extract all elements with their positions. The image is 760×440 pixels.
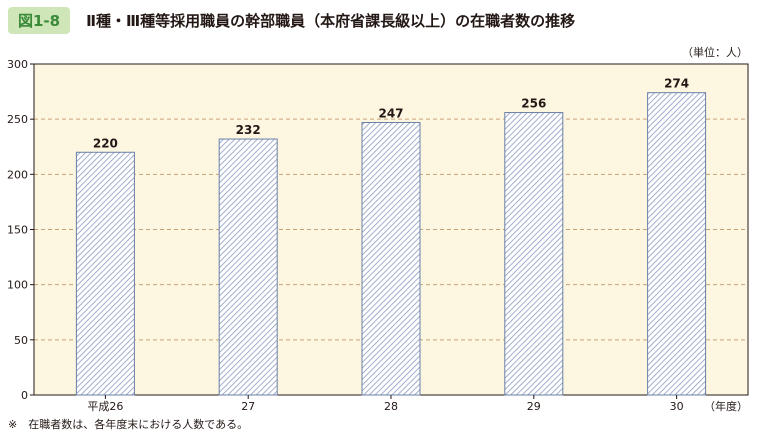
bar (504, 112, 564, 396)
figure-number-badge: 図1-8 (8, 6, 71, 34)
y-tick-label: 300 (7, 58, 28, 71)
figure-title: Ⅱ種・Ⅲ種等採用職員の幹部職員（本府省課長級以上）の在職者数の推移 (86, 11, 576, 30)
figure-header: 図1-8 Ⅱ種・Ⅲ種等採用職員の幹部職員（本府省課長級以上）の在職者数の推移 (8, 6, 575, 34)
data-label: 247 (378, 106, 403, 120)
unit-label: （単位：人） (682, 46, 748, 59)
y-tick-label: 100 (7, 279, 28, 292)
data-label: 220 (93, 136, 118, 150)
y-tick-label: 250 (7, 113, 28, 126)
y-tick-label: 0 (21, 389, 28, 402)
x-tick-label: 平成26 (87, 400, 123, 413)
x-tick-label: 27 (241, 400, 255, 413)
y-tick-label: 200 (7, 168, 28, 181)
data-label: 256 (521, 97, 546, 111)
bar (647, 92, 707, 396)
x-tick-label: 28 (384, 400, 398, 413)
bar (218, 138, 278, 396)
footnote: ※ 在職者数は、各年度末における人数である。 (8, 418, 249, 431)
y-tick-label: 150 (7, 224, 28, 237)
x-tick-label: 30 (670, 400, 684, 413)
bar (361, 121, 421, 396)
x-tick-label: 29 (527, 400, 541, 413)
data-label: 232 (236, 123, 261, 137)
x-axis-unit-label: （年度） (704, 399, 748, 413)
bar (75, 151, 135, 396)
data-label: 274 (664, 77, 689, 91)
y-tick-label: 50 (14, 334, 28, 347)
